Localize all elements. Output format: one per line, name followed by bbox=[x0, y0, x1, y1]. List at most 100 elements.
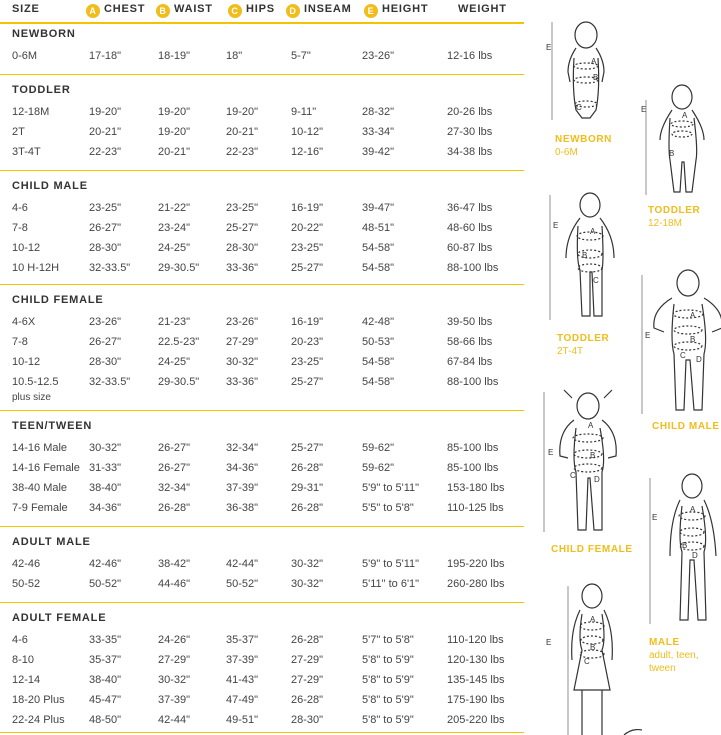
toddler-small-figure bbox=[645, 84, 705, 195]
table-cell: 58-66 lbs bbox=[447, 336, 493, 348]
header-size: SIZE bbox=[12, 3, 40, 15]
table-cell: 41-43" bbox=[226, 674, 259, 686]
female-marker-e: E bbox=[546, 638, 551, 647]
table-cell: 18-19" bbox=[158, 50, 191, 62]
table-cell: 32-34" bbox=[226, 442, 259, 454]
table-cell: 35-37" bbox=[89, 654, 122, 666]
badge-d: D bbox=[286, 4, 300, 18]
child-female-marker-a: A bbox=[588, 421, 594, 430]
child-female-marker-c: C bbox=[570, 471, 576, 480]
toddler-large-figure bbox=[549, 192, 615, 320]
table-cell: 110-120 lbs bbox=[447, 634, 504, 646]
table-cell: 7-9 Female bbox=[12, 502, 68, 514]
table-row: 18-20 Plus 45-47" 37-39" 47-49" 26-28" 5'8" t… bbox=[0, 694, 524, 714]
table-cell: 37-39" bbox=[158, 694, 191, 706]
table-cell: 18" bbox=[226, 50, 243, 62]
table-cell: 48-60 lbs bbox=[447, 222, 493, 234]
table-cell: 37-39" bbox=[226, 654, 259, 666]
badge-e: E bbox=[364, 4, 378, 18]
table-cell: 19-20" bbox=[89, 106, 122, 118]
table-cell: 4-6X bbox=[12, 316, 36, 328]
toddler-large-marker-e: E bbox=[553, 221, 558, 230]
table-row: 8-10 35-37" 27-29" 37-39" 27-29" 5'8" to 5'9"… bbox=[0, 654, 524, 674]
table-cell: 48-50" bbox=[89, 714, 122, 726]
section-title: TEEN/TWEEN bbox=[12, 420, 93, 432]
table-cell: 17-18" bbox=[89, 50, 122, 62]
table-row: 4-6X 23-26" 21-23" 23-26" 16-19" 42-48" 39-50 … bbox=[0, 316, 524, 336]
table-cell: 19-20" bbox=[158, 126, 191, 138]
table-cell: 38-42" bbox=[158, 558, 191, 570]
table-cell: 20-21" bbox=[226, 126, 259, 138]
caption-newborn: NEWBORN 0-6M bbox=[555, 133, 612, 159]
table-cell: 27-29" bbox=[291, 674, 324, 686]
table-cell: 22-23" bbox=[89, 146, 122, 158]
header-chest: A CHEST bbox=[86, 3, 145, 18]
table-cell: 7-8 bbox=[12, 222, 28, 234]
table-cell: 32-34" bbox=[158, 482, 191, 494]
caption-child-male-title: CHILD MALE bbox=[652, 421, 720, 432]
section-title: NEWBORN bbox=[12, 28, 76, 40]
badge-b: B bbox=[156, 4, 170, 18]
toddler-small-marker-b: B bbox=[669, 149, 674, 158]
table-cell: 26-28" bbox=[291, 502, 324, 514]
table-cell: 22.5-23" bbox=[158, 336, 200, 348]
table-row: 12-18M 19-20" 19-20" 19-20" 9-11" 28-32" 20-26… bbox=[0, 106, 524, 126]
badge-a: A bbox=[86, 4, 100, 18]
table-cell: 14-16 Female bbox=[12, 462, 80, 474]
caption-toddler-small: TODDLER 12-18M bbox=[648, 204, 700, 230]
newborn-marker-e: E bbox=[546, 43, 551, 52]
table-cell: 47-49" bbox=[226, 694, 259, 706]
table-cell: 23-25" bbox=[291, 242, 324, 254]
table-cell: 25-27" bbox=[291, 376, 324, 388]
table-cell: 9-11" bbox=[291, 106, 317, 118]
table-cell: 5'8" to 5'9" bbox=[362, 654, 414, 666]
table-cell: 0-6M bbox=[12, 50, 38, 62]
section-divider bbox=[0, 284, 524, 285]
section-title: TODDLER bbox=[12, 84, 71, 96]
table-cell: 5'11" to 6'1" bbox=[362, 578, 420, 590]
female-marker-c: C bbox=[584, 657, 590, 666]
table-cell: 22-24 Plus bbox=[12, 714, 65, 726]
table-cell: 29-30.5" bbox=[158, 376, 200, 388]
section-divider bbox=[0, 526, 524, 527]
table-row: 50-52 50-52" 44-46" 50-52" 30-32" 5'11" to 6'… bbox=[0, 578, 524, 598]
table-cell: 28-32" bbox=[362, 106, 395, 118]
table-cell: 25-27" bbox=[291, 262, 324, 274]
table-cell: 50-52 bbox=[12, 578, 41, 590]
table-cell: 24-25" bbox=[158, 356, 191, 368]
table-cell: 30-32" bbox=[89, 442, 122, 454]
header-weight: WEIGHT bbox=[458, 3, 507, 15]
toddler-small-marker-e: E bbox=[641, 105, 646, 114]
table-cell: 39-42" bbox=[362, 146, 395, 158]
table-cell: 39-50 lbs bbox=[447, 316, 493, 328]
table-row: 10-12 28-30" 24-25" 28-30" 23-25" 54-58" 60-87… bbox=[0, 242, 524, 262]
male-marker-a: A bbox=[690, 505, 696, 514]
table-cell: 205-220 lbs bbox=[447, 714, 505, 726]
table-cell: 42-48" bbox=[362, 316, 395, 328]
child-female-marker-b: B bbox=[590, 451, 595, 460]
table-cell: 28-30" bbox=[89, 356, 122, 368]
table-cell: 26-28" bbox=[158, 502, 191, 514]
table-cell: 110-125 lbs bbox=[447, 502, 504, 514]
table-cell: 50-52" bbox=[226, 578, 259, 590]
table-cell: 38-40 Male bbox=[12, 482, 68, 494]
table-cell: 5-7" bbox=[291, 50, 311, 62]
table-cell: 30-32" bbox=[291, 558, 324, 570]
table-cell: 5'5" to 5'8" bbox=[362, 502, 414, 514]
header-chest-label: CHEST bbox=[104, 3, 146, 15]
table-cell: 27-29" bbox=[226, 336, 259, 348]
table-cell: 26-28" bbox=[291, 462, 324, 474]
table-cell: 35-37" bbox=[226, 634, 259, 646]
table-cell: 14-16 Male bbox=[12, 442, 68, 454]
partial-figure-edge bbox=[623, 728, 643, 735]
table-cell: 59-62" bbox=[362, 462, 395, 474]
table-cell: 54-58" bbox=[362, 242, 395, 254]
table-cell: 27-29" bbox=[158, 654, 191, 666]
table-cell: 5'8" to 5'9" bbox=[362, 694, 414, 706]
section-title: CHILD FEMALE bbox=[12, 294, 104, 306]
table-cell: 88-100 lbs bbox=[447, 262, 499, 274]
table-cell: 37-39" bbox=[226, 482, 259, 494]
table-cell: 8-10 bbox=[12, 654, 35, 666]
table-cell: 42-46" bbox=[89, 558, 122, 570]
table-cell: 38-40" bbox=[89, 674, 122, 686]
